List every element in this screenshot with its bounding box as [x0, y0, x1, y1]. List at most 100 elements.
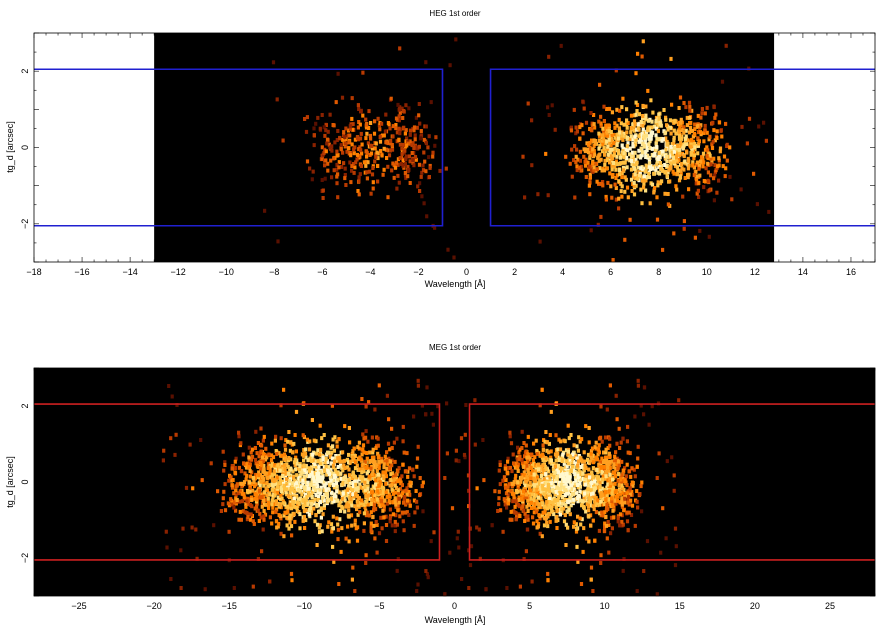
- event-pixel: [505, 470, 509, 475]
- event-pixel: [418, 181, 422, 186]
- event-pixel: [268, 579, 272, 584]
- x-tick-label: 15: [675, 601, 685, 611]
- event-pixel: [372, 455, 376, 460]
- event-pixel: [526, 452, 530, 457]
- event-pixel: [316, 115, 320, 120]
- event-pixel: [375, 464, 379, 469]
- event-pixel: [579, 456, 583, 461]
- event-pixel: [296, 497, 300, 502]
- event-pixel: [337, 165, 341, 170]
- event-pixel: [336, 537, 340, 542]
- event-pixel: [364, 553, 368, 558]
- event-pixel: [601, 513, 605, 518]
- event-pixel: [605, 536, 609, 541]
- event-pixel: [382, 465, 386, 470]
- event-pixel: [294, 409, 299, 414]
- event-pixel: [247, 465, 251, 470]
- event-pixel: [543, 439, 547, 444]
- event-pixel: [615, 154, 619, 159]
- event-pixel: [697, 166, 701, 171]
- event-pixel: [646, 118, 651, 123]
- event-pixel: [394, 502, 398, 507]
- event-pixel: [706, 156, 710, 161]
- event-pixel: [357, 179, 361, 184]
- event-pixel: [209, 461, 213, 466]
- event-pixel: [686, 166, 690, 171]
- event-pixel: [455, 536, 459, 541]
- event-pixel: [320, 145, 324, 150]
- event-pixel: [606, 520, 610, 524]
- event-pixel: [393, 500, 397, 505]
- event-pixel: [250, 497, 254, 502]
- event-pixel: [351, 488, 355, 493]
- event-pixel: [321, 188, 325, 193]
- x-tick-label: −10: [219, 267, 234, 277]
- event-pixel: [381, 470, 385, 475]
- event-pixel: [293, 463, 297, 467]
- event-pixel: [587, 478, 591, 483]
- event-pixel: [505, 586, 509, 590]
- event-pixel: [255, 463, 259, 468]
- event-pixel: [601, 477, 605, 482]
- event-pixel: [387, 459, 391, 463]
- event-pixel: [564, 481, 568, 486]
- event-pixel: [385, 393, 389, 398]
- event-pixel: [283, 443, 287, 448]
- event-pixel: [309, 508, 313, 513]
- event-pixel: [544, 458, 548, 463]
- event-pixel: [243, 510, 247, 515]
- event-pixel: [606, 134, 610, 139]
- event-pixel: [549, 458, 553, 463]
- event-pixel: [630, 162, 634, 167]
- event-pixel: [542, 477, 546, 482]
- event-pixel: [335, 484, 339, 489]
- event-pixel: [672, 128, 676, 133]
- event-pixel: [364, 513, 368, 518]
- event-pixel: [569, 125, 573, 130]
- event-pixel: [583, 159, 587, 164]
- event-pixel: [241, 499, 245, 504]
- event-pixel: [361, 467, 365, 472]
- event-pixel: [357, 496, 361, 501]
- event-pixel: [273, 463, 277, 468]
- event-pixel: [588, 475, 592, 480]
- event-pixel: [591, 466, 595, 471]
- event-pixel: [633, 150, 637, 155]
- event-pixel: [297, 467, 302, 471]
- event-pixel: [384, 539, 389, 543]
- event-pixel: [314, 513, 318, 518]
- event-pixel: [278, 475, 282, 480]
- event-pixel: [551, 487, 555, 492]
- event-pixel: [514, 473, 518, 478]
- event-pixel: [341, 468, 345, 473]
- event-pixel: [275, 452, 279, 456]
- event-pixel: [605, 130, 609, 135]
- event-pixel: [264, 446, 268, 451]
- event-pixel: [649, 130, 653, 135]
- event-pixel: [549, 455, 553, 460]
- event-pixel: [393, 477, 397, 482]
- event-pixel: [526, 498, 530, 503]
- event-pixel: [338, 455, 342, 460]
- event-pixel: [384, 474, 388, 479]
- event-pixel: [605, 407, 609, 412]
- event-pixel: [334, 494, 338, 499]
- event-pixel: [263, 457, 268, 462]
- event-pixel: [266, 500, 271, 505]
- event-pixel: [697, 195, 701, 199]
- event-pixel: [356, 502, 360, 507]
- event-pixel: [537, 503, 542, 508]
- event-pixel: [622, 122, 626, 127]
- event-pixel: [602, 459, 606, 463]
- event-pixel: [282, 452, 287, 457]
- event-pixel: [617, 126, 621, 131]
- event-pixel: [644, 113, 648, 118]
- event-pixel: [696, 136, 700, 141]
- event-pixel: [390, 145, 394, 150]
- event-pixel: [690, 129, 694, 133]
- event-pixel: [518, 514, 522, 518]
- event-pixel: [400, 146, 404, 151]
- event-pixel: [347, 539, 351, 544]
- event-pixel: [523, 483, 527, 488]
- event-pixel: [390, 147, 395, 152]
